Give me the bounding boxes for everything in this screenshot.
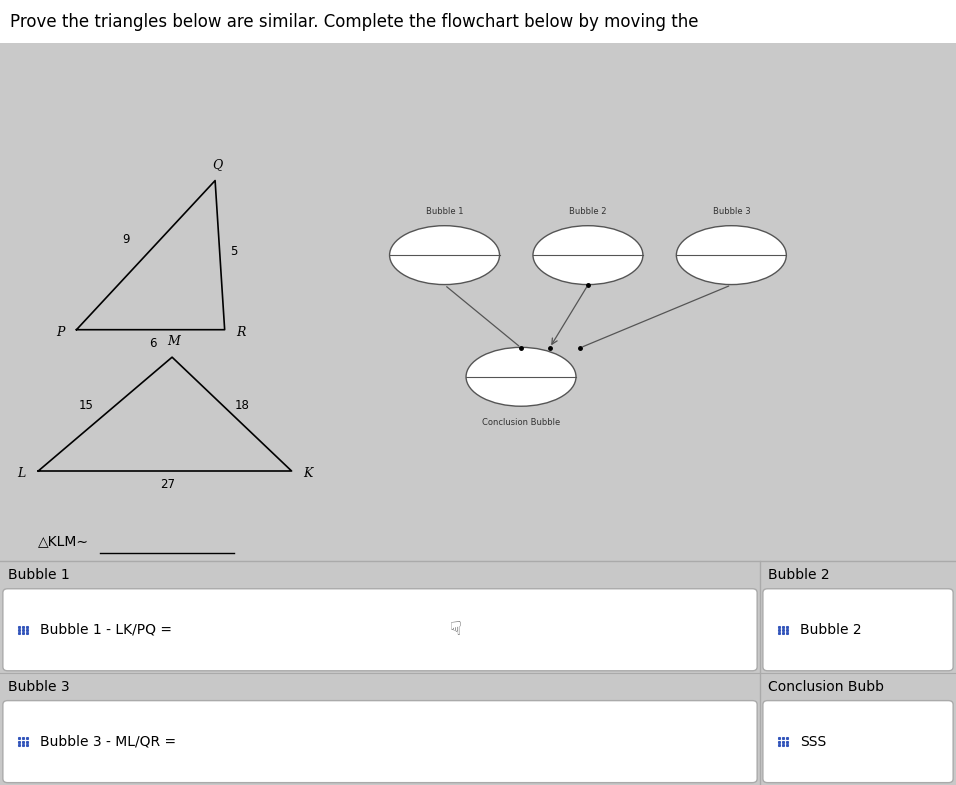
Text: P: P [56, 326, 64, 338]
FancyBboxPatch shape [763, 701, 953, 783]
FancyBboxPatch shape [3, 701, 757, 783]
Text: △KLM∼: △KLM∼ [38, 535, 89, 549]
Text: 5: 5 [230, 245, 238, 257]
Text: K: K [303, 467, 313, 480]
Ellipse shape [532, 226, 642, 285]
Ellipse shape [390, 226, 499, 285]
Text: Bubble 3: Bubble 3 [712, 207, 750, 216]
Text: R: R [236, 326, 246, 338]
FancyBboxPatch shape [0, 43, 956, 561]
FancyBboxPatch shape [3, 589, 757, 670]
Text: Bubble 1: Bubble 1 [8, 568, 70, 582]
Text: 15: 15 [78, 400, 94, 412]
Text: 18: 18 [234, 400, 250, 412]
FancyBboxPatch shape [0, 0, 956, 43]
Text: Conclusion Bubble: Conclusion Bubble [482, 418, 560, 427]
Text: SSS: SSS [800, 735, 826, 749]
Text: Bubble 2: Bubble 2 [569, 207, 607, 216]
Ellipse shape [676, 226, 786, 285]
Text: 9: 9 [122, 233, 130, 246]
FancyBboxPatch shape [0, 561, 956, 785]
Text: Bubble 3: Bubble 3 [8, 680, 69, 694]
Ellipse shape [466, 347, 576, 407]
Text: Q: Q [212, 159, 222, 171]
Text: Bubble 2: Bubble 2 [768, 568, 829, 582]
Text: Conclusion Bubb: Conclusion Bubb [768, 680, 883, 694]
Text: Bubble 1 - LK/PQ =: Bubble 1 - LK/PQ = [40, 623, 172, 637]
Text: M: M [167, 335, 181, 348]
Text: ☟: ☟ [450, 620, 462, 639]
Text: Prove the triangles below are similar. Complete the flowchart below by moving th: Prove the triangles below are similar. C… [10, 13, 698, 31]
Text: Bubble 1: Bubble 1 [425, 207, 464, 216]
Text: Bubble 3 - ML/QR =: Bubble 3 - ML/QR = [40, 735, 176, 749]
Text: Bubble 2: Bubble 2 [800, 623, 861, 637]
FancyBboxPatch shape [763, 589, 953, 670]
Text: 6: 6 [149, 337, 157, 349]
Text: 27: 27 [160, 478, 175, 491]
Text: L: L [17, 467, 25, 480]
